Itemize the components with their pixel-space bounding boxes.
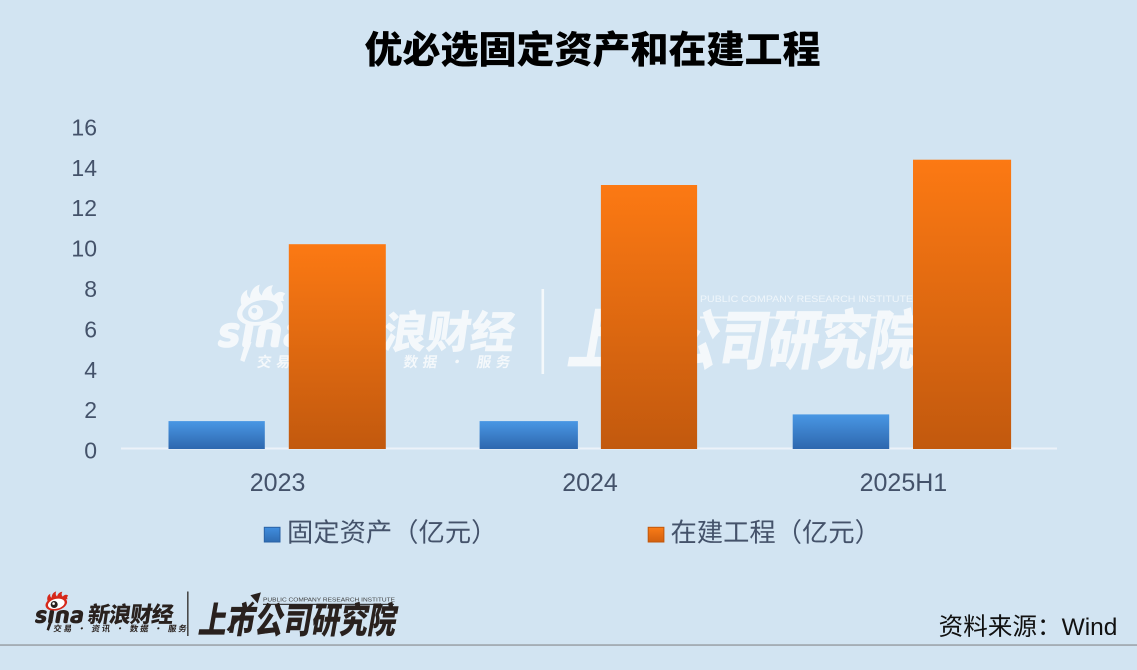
svg-text:16: 16 [71,114,97,140]
svg-text:Wind: Wind [1062,614,1118,641]
svg-text:2024: 2024 [562,469,618,497]
svg-text:10: 10 [71,236,97,262]
svg-text:14: 14 [71,155,97,181]
svg-text:PUBLIC COMPANY RESEARCH INSTIT: PUBLIC COMPANY RESEARCH INSTITUTE [700,294,913,304]
svg-text:12: 12 [71,195,97,221]
svg-text:6: 6 [84,316,97,342]
svg-text:2025H1: 2025H1 [860,469,948,497]
svg-text:PUBLIC COMPANY RESEARCH INSTIT: PUBLIC COMPANY RESEARCH INSTITUTE [263,598,395,604]
svg-text:0: 0 [84,438,97,464]
svg-text:2023: 2023 [250,469,306,497]
svg-text:8: 8 [84,276,97,302]
svg-text:2: 2 [84,397,97,423]
svg-text:4: 4 [84,357,97,383]
